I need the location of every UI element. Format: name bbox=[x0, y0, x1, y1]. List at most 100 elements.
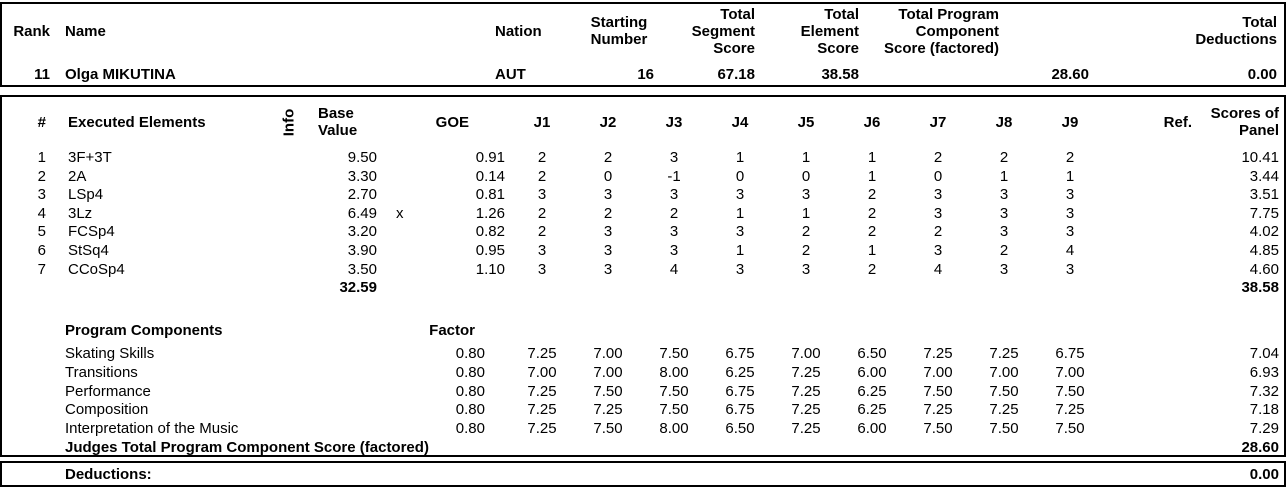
element-credit-marker bbox=[382, 186, 424, 205]
deductions-value: 0.00 bbox=[1249, 465, 1279, 483]
judges-total-score: 28.60 bbox=[1241, 439, 1279, 457]
judge-4-header: J4 bbox=[731, 113, 749, 131]
element-credit-marker bbox=[382, 223, 424, 242]
element-ref bbox=[1103, 168, 1195, 187]
judge-score: 3 bbox=[603, 260, 613, 278]
judge-score: 6.75 bbox=[725, 401, 755, 419]
judge-score: 3 bbox=[1065, 260, 1075, 278]
judge-score: 7.25 bbox=[989, 345, 1019, 363]
element-base-value: 3.30 bbox=[347, 167, 377, 185]
judge-score: 7.50 bbox=[1055, 419, 1085, 437]
element-row-7: 7 CCoSp4 3.50 1.10 3 3 4 3 3 2 4 3 3 4.6… bbox=[2, 261, 1284, 280]
judge-3-header: J3 bbox=[665, 113, 683, 131]
judge-score: 1 bbox=[867, 167, 877, 185]
judge-score: 3 bbox=[801, 260, 811, 278]
judge-score: 3 bbox=[669, 149, 679, 166]
judge-score: 3 bbox=[933, 204, 943, 222]
component-name: Composition bbox=[65, 401, 149, 419]
element-credit-marker: x bbox=[396, 204, 404, 222]
judge-score: 7.00 bbox=[527, 363, 557, 381]
judge-score: 3 bbox=[603, 223, 613, 241]
judge-score: 1 bbox=[735, 204, 745, 222]
judge-score: 6.00 bbox=[857, 419, 887, 437]
judge-score: 6.25 bbox=[725, 363, 755, 381]
judge-score: 3 bbox=[603, 186, 613, 204]
element-ref bbox=[1103, 205, 1195, 224]
judge-score: 2 bbox=[603, 149, 613, 166]
skater-starting-number: 16 bbox=[637, 66, 654, 83]
judge-score: 6.75 bbox=[1055, 345, 1085, 363]
deductions-label: Deductions: bbox=[65, 465, 152, 483]
judge-score: 7.50 bbox=[659, 345, 689, 363]
judge-score: 3 bbox=[933, 186, 943, 204]
element-info bbox=[272, 149, 306, 168]
element-ref bbox=[1103, 261, 1195, 280]
component-name: Interpretation of the Music bbox=[65, 419, 239, 437]
judge-score: 7.25 bbox=[989, 401, 1019, 419]
total-element-score-header: Total Element Score bbox=[800, 5, 859, 57]
component-panel-score: 6.93 bbox=[1249, 363, 1279, 381]
base-value-header: Base Value bbox=[318, 105, 358, 139]
judge-score: 7.50 bbox=[659, 401, 689, 419]
element-number: 4 bbox=[37, 204, 46, 222]
element-base-value: 3.90 bbox=[347, 241, 377, 259]
judge-score: 2 bbox=[999, 241, 1009, 259]
judge-score: 7.50 bbox=[1055, 382, 1085, 400]
goe-header: GOE bbox=[435, 113, 469, 131]
elements-header-row: # Executed Elements Info Base Value GOE … bbox=[2, 101, 1284, 143]
program-components-title: Program Components bbox=[65, 321, 223, 339]
skater-total-segment-score: 67.18 bbox=[717, 66, 755, 83]
judge-score: 2 bbox=[801, 241, 811, 259]
element-name: FCSp4 bbox=[68, 223, 115, 241]
judge-9-header: J9 bbox=[1061, 113, 1079, 131]
judge-score: 7.00 bbox=[593, 345, 623, 363]
component-panel-score: 7.32 bbox=[1249, 382, 1279, 400]
element-row-2: 2 2A 3.30 0.14 2 0 -1 0 0 1 0 1 1 3.44 bbox=[2, 168, 1284, 187]
element-info bbox=[272, 168, 306, 187]
element-panel-score: 4.02 bbox=[1249, 223, 1279, 241]
judge-7-header: J7 bbox=[929, 113, 947, 131]
judge-score: 2 bbox=[1065, 149, 1075, 166]
judge-score: 7.00 bbox=[923, 363, 953, 381]
judge-score: 1 bbox=[1065, 167, 1075, 185]
total-element-panel-score: 38.58 bbox=[1241, 279, 1279, 297]
judge-score: 7.25 bbox=[527, 419, 557, 437]
element-panel-score: 7.75 bbox=[1249, 204, 1279, 222]
summary-box: Rank Name Nation Starting Number Total S… bbox=[0, 2, 1286, 87]
element-panel-score: 4.60 bbox=[1249, 260, 1279, 278]
judge-score: 6.50 bbox=[857, 345, 887, 363]
summary-header-row: Rank Name Nation Starting Number Total S… bbox=[2, 4, 1284, 58]
judge-score: 7.50 bbox=[923, 382, 953, 400]
element-name: 3F+3T bbox=[68, 149, 112, 166]
component-name: Skating Skills bbox=[65, 345, 155, 363]
judge-score: 7.00 bbox=[1055, 363, 1085, 381]
judge-score: 2 bbox=[867, 204, 877, 222]
component-factor: 0.80 bbox=[455, 401, 485, 419]
element-row-6: 6 StSq4 3.90 0.95 3 3 3 1 2 1 3 2 4 4.85 bbox=[2, 242, 1284, 261]
judge-score: 7.50 bbox=[989, 419, 1019, 437]
judge-score: 2 bbox=[801, 223, 811, 241]
element-base-value: 6.49 bbox=[347, 204, 377, 222]
judge-score: 3 bbox=[603, 241, 613, 259]
judge-score: 3 bbox=[669, 186, 679, 204]
element-row-1: 1 3F+3T 9.50 0.91 2 2 3 1 1 1 2 2 2 10.4… bbox=[2, 149, 1284, 168]
judge-score: 7.25 bbox=[791, 382, 821, 400]
judge-score: 2 bbox=[867, 186, 877, 204]
judge-score: 7.50 bbox=[593, 382, 623, 400]
skater-total-element-score: 38.58 bbox=[821, 66, 859, 83]
judge-score: 0 bbox=[933, 167, 943, 185]
judge-score: 1 bbox=[999, 167, 1009, 185]
judge-score: 8.00 bbox=[659, 419, 689, 437]
judge-score: 3 bbox=[999, 186, 1009, 204]
element-goe: 1.10 bbox=[475, 260, 505, 278]
element-row-4: 4 3Lz 6.49 x 1.26 2 2 2 1 1 2 3 3 3 7.75 bbox=[2, 205, 1284, 224]
judge-score: 7.25 bbox=[791, 401, 821, 419]
judge-score: 2 bbox=[537, 223, 547, 241]
judges-total-row: Judges Total Program Component Score (fa… bbox=[2, 438, 1284, 457]
starting-number-header: Starting Number bbox=[590, 14, 648, 48]
judge-score: 7.50 bbox=[923, 419, 953, 437]
skater-rank: 11 bbox=[34, 66, 50, 83]
judge-score: -1 bbox=[667, 167, 681, 185]
judge-score: 2 bbox=[999, 149, 1009, 166]
element-panel-score: 4.85 bbox=[1249, 241, 1279, 259]
